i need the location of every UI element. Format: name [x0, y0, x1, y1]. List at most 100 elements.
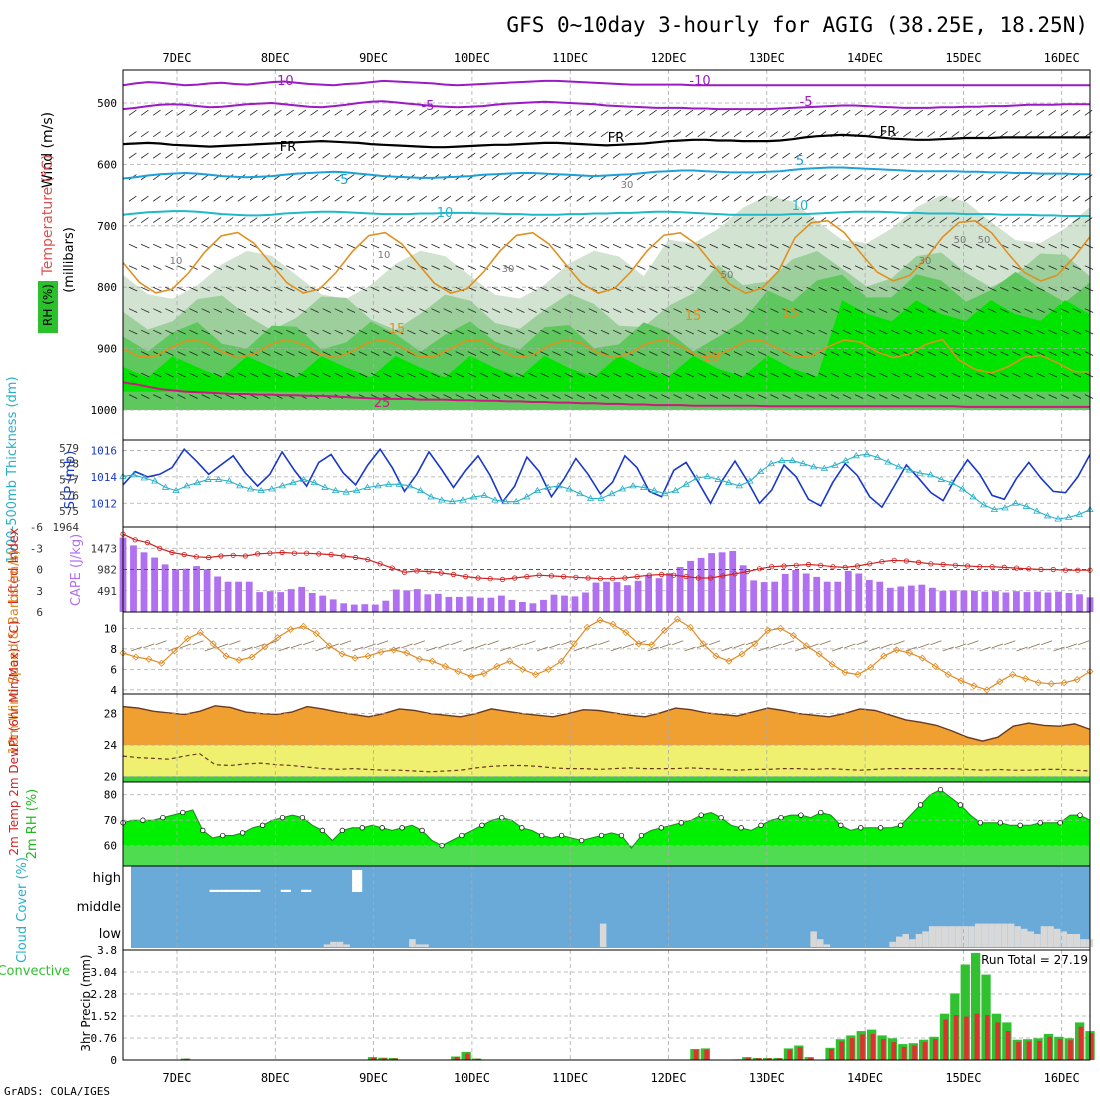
cape-bar — [729, 551, 737, 612]
wind-barb — [1036, 394, 1045, 399]
wind-marker — [1034, 679, 1042, 687]
wind-barb — [661, 217, 670, 224]
wind-barb — [225, 265, 235, 270]
cape-bar — [413, 589, 421, 612]
date-label-top: 12DEC — [650, 51, 686, 65]
rh2m-marker — [638, 832, 645, 839]
wind-barb — [165, 265, 174, 270]
thickness-marker — [321, 483, 329, 490]
cape-bar — [918, 584, 926, 612]
wind-barb — [927, 174, 936, 181]
lifted-marker — [769, 564, 775, 570]
thickness-marker — [236, 482, 244, 489]
wind-marker — [222, 652, 230, 660]
lifted-tick: 6 — [36, 606, 43, 619]
wind-barb — [1084, 195, 1093, 202]
wind-barb — [213, 131, 222, 138]
thickness-tick: 577 — [59, 474, 79, 487]
dewpoint-band — [123, 745, 1090, 777]
wind-barb — [576, 372, 586, 378]
wind-barb-10m — [770, 643, 782, 649]
wind-barb — [745, 243, 755, 249]
wind-barb — [467, 265, 477, 270]
lifted-marker — [242, 553, 248, 559]
wind-barb — [951, 217, 960, 224]
wind-barb — [419, 286, 428, 292]
wind-barb — [903, 265, 912, 270]
rh2m-marker — [1037, 820, 1043, 826]
wind-barb — [286, 286, 295, 292]
wind-barb — [963, 131, 972, 138]
wind-barb — [649, 286, 658, 292]
wind-barb — [685, 286, 694, 292]
wind-barb — [878, 131, 887, 138]
wind-barb-10m — [192, 640, 204, 646]
wind-barb — [455, 152, 464, 159]
wind-barb — [1072, 308, 1082, 313]
wind-marker — [893, 646, 901, 654]
wind-barb — [1060, 174, 1069, 181]
wind-barb — [854, 351, 864, 356]
wind-barb — [540, 308, 549, 313]
wind-barb — [394, 109, 403, 116]
wind-barb — [878, 152, 887, 159]
wind-barb — [806, 152, 815, 159]
wind-barb — [649, 217, 657, 224]
thickness-marker — [491, 496, 499, 503]
isotherm-label: -10 — [272, 74, 293, 89]
wind-barb — [879, 394, 888, 399]
wind-marker — [403, 649, 411, 657]
wind-barb — [1024, 152, 1033, 159]
thickness-marker — [406, 482, 414, 489]
wind-barb — [915, 174, 924, 181]
wind-barb — [419, 351, 428, 356]
precip-convective-bar — [860, 1034, 865, 1060]
pressure-tick: 500 — [97, 97, 117, 110]
wind-barb — [274, 308, 283, 313]
wind-barb — [443, 286, 452, 292]
pressure-tick: 600 — [97, 158, 117, 171]
wind-barb — [903, 394, 912, 399]
wind-barb — [261, 243, 271, 249]
wind-barb-10m — [782, 640, 795, 646]
temp2m-area — [123, 705, 1090, 746]
wind-barb — [879, 265, 888, 270]
wind-barb — [1072, 131, 1081, 138]
cloud-low-bar — [909, 939, 916, 947]
wind-barb — [165, 394, 174, 399]
wind-barb — [624, 217, 633, 224]
cloud-high-bar — [280, 889, 291, 892]
wind-barb — [758, 329, 767, 335]
wind-barb — [745, 372, 755, 378]
wind-barb — [564, 351, 573, 356]
cloud-high-bar — [352, 870, 363, 892]
wind-barb — [745, 109, 754, 116]
wind-marker — [854, 670, 862, 679]
wind-barb-10m — [672, 640, 684, 646]
cape-bar — [550, 594, 558, 612]
wind-barb — [854, 329, 864, 335]
wind-barb — [673, 152, 682, 159]
lifted-tick: 3 — [36, 585, 43, 598]
wind-barb-10m — [143, 643, 155, 649]
lifted-marker — [206, 554, 212, 561]
wind-barb — [298, 265, 307, 270]
rh2m-marker — [539, 832, 545, 839]
isotherm-label: FR — [880, 125, 897, 140]
wind-barb — [564, 109, 573, 116]
cape-bar — [708, 553, 715, 612]
thickness-marker — [873, 453, 882, 460]
wind-barb — [612, 265, 622, 270]
wind-barb — [249, 109, 258, 116]
wind-barb — [782, 109, 791, 116]
wind-barb — [516, 372, 525, 378]
wind-barb — [394, 217, 403, 224]
wind-barb — [600, 351, 610, 356]
wind-barb — [1036, 152, 1045, 159]
wind-frame — [122, 611, 1091, 695]
wind-barb — [286, 265, 295, 270]
wind-marker — [570, 640, 578, 648]
rh-label: 30 — [919, 256, 932, 267]
wind-barb — [987, 174, 996, 181]
thickness-marker — [799, 459, 807, 467]
